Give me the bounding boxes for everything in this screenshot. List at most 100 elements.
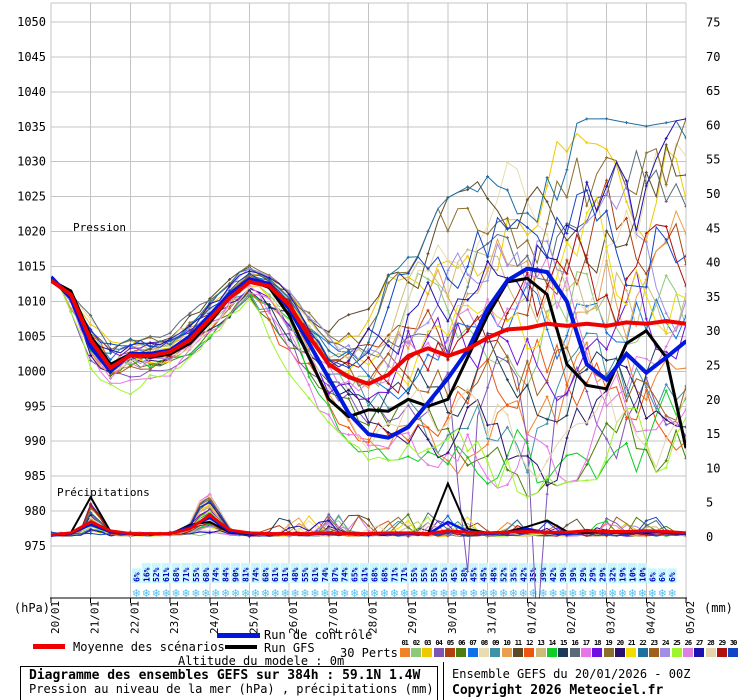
- svg-text:27/01: 27/01: [327, 601, 340, 634]
- member-legend-item: 05: [444, 639, 455, 657]
- snow-probability-band: 6%❄16%❄52%❄61%❄68%❄71%❄55%❄68%❄74%❄84%❄9…: [132, 563, 677, 600]
- svg-text:❄: ❄: [320, 587, 329, 600]
- member-legend-item: 22: [637, 639, 648, 657]
- svg-text:32%: 32%: [609, 567, 618, 582]
- member-color-swatch: [478, 648, 489, 657]
- member-legend-item: 09: [490, 639, 501, 657]
- svg-text:10%: 10%: [628, 567, 637, 582]
- svg-text:26/01: 26/01: [287, 601, 300, 634]
- svg-text:02/02: 02/02: [565, 601, 578, 634]
- svg-text:28/01: 28/01: [367, 601, 380, 634]
- member-legend-item: 20: [614, 639, 625, 657]
- member-number: 02: [412, 639, 421, 647]
- diagram-subtitle: Pression au niveau de la mer (hPa) , pré…: [29, 682, 434, 696]
- member-number: 13: [537, 639, 545, 647]
- svg-text:❄: ❄: [171, 587, 180, 600]
- member-color-swatch: [592, 648, 603, 657]
- svg-text:19%: 19%: [619, 567, 628, 582]
- legend-mean-label: Moyenne des scénarios: [73, 640, 225, 654]
- svg-text:90%: 90%: [232, 567, 241, 582]
- svg-text:1015: 1015: [17, 260, 46, 274]
- svg-text:❄: ❄: [340, 587, 349, 600]
- member-color-swatch: [660, 648, 671, 657]
- svg-text:❄: ❄: [598, 587, 607, 600]
- svg-text:1010: 1010: [17, 294, 46, 308]
- member-legend-item: 04: [433, 639, 444, 657]
- svg-text:71%: 71%: [390, 567, 399, 582]
- member-color-swatch: [444, 648, 455, 657]
- svg-text:31/01: 31/01: [486, 601, 499, 634]
- axes: [50, 597, 687, 603]
- member-color-swatch: [716, 648, 727, 657]
- svg-text:87%: 87%: [331, 567, 340, 582]
- svg-text:(hPa): (hPa): [14, 601, 50, 615]
- member-legend-item: 18: [592, 639, 603, 657]
- perturbations-count-label: 30 Perts.: [340, 646, 406, 660]
- svg-text:6%: 6%: [648, 572, 657, 582]
- member-color-swatch: [682, 648, 693, 657]
- svg-text:6%: 6%: [658, 572, 667, 582]
- svg-text:61%: 61%: [311, 567, 320, 582]
- svg-text:❄: ❄: [568, 587, 577, 600]
- run-info: Ensemble GEFS du 20/01/2026 - 00Z: [452, 667, 691, 681]
- member-color-legend: 01 02 03 04 05 06 07 08 09 10 11 12 13 14 15 16 17 18 19 20…: [399, 639, 739, 657]
- member-color-swatch: [490, 648, 501, 657]
- member-color-swatch: [456, 648, 467, 657]
- svg-text:980: 980: [24, 504, 46, 518]
- svg-text:30: 30: [706, 324, 720, 338]
- svg-text:❄: ❄: [588, 587, 597, 600]
- svg-text:❄: ❄: [618, 587, 627, 600]
- svg-text:68%: 68%: [370, 567, 379, 582]
- member-legend-item: 02: [410, 639, 421, 657]
- svg-text:03/02: 03/02: [605, 601, 618, 634]
- svg-text:❄: ❄: [469, 587, 478, 600]
- member-number: 19: [605, 639, 613, 647]
- svg-text:29%: 29%: [579, 567, 588, 582]
- svg-text:48%: 48%: [291, 567, 300, 582]
- svg-text:45%: 45%: [470, 567, 479, 582]
- svg-text:50: 50: [706, 187, 720, 201]
- member-number: 26: [684, 639, 693, 647]
- footer-divider: [443, 662, 444, 700]
- svg-text:❄: ❄: [459, 587, 468, 600]
- svg-text:15: 15: [706, 427, 720, 441]
- member-number: 24: [661, 639, 670, 647]
- svg-text:❄: ❄: [668, 587, 677, 600]
- member-legend-item: 16: [569, 639, 580, 657]
- svg-text:6%: 6%: [132, 572, 141, 582]
- svg-text:40: 40: [706, 256, 720, 270]
- svg-text:Pression: Pression: [73, 221, 126, 234]
- svg-text:❄: ❄: [608, 587, 617, 600]
- svg-text:❄: ❄: [449, 587, 458, 600]
- svg-text:04/02: 04/02: [644, 601, 657, 634]
- member-number: 22: [639, 639, 647, 647]
- mean-line-swatch: [33, 644, 65, 649]
- member-number: 20: [616, 639, 625, 647]
- member-legend-item: 25: [671, 639, 682, 657]
- svg-text:74%: 74%: [212, 567, 221, 582]
- svg-text:❄: ❄: [400, 587, 409, 600]
- member-number: 23: [650, 639, 659, 647]
- svg-text:985: 985: [24, 469, 46, 483]
- member-legend-item: 11: [512, 639, 523, 657]
- svg-text:55%: 55%: [192, 567, 201, 582]
- svg-text:1025: 1025: [17, 190, 46, 204]
- svg-text:48%: 48%: [490, 567, 499, 582]
- member-number: 04: [435, 639, 443, 647]
- svg-text:61%: 61%: [162, 567, 171, 582]
- member-color-swatch: [546, 648, 557, 657]
- svg-text:5: 5: [706, 496, 713, 510]
- svg-text:58%: 58%: [460, 567, 469, 582]
- diagram-title: Diagramme des ensembles GEFS sur 384h : …: [29, 668, 421, 683]
- svg-text:(mm): (mm): [704, 601, 733, 615]
- svg-text:6%: 6%: [668, 572, 677, 582]
- svg-text:65%: 65%: [351, 567, 360, 582]
- svg-text:52%: 52%: [499, 567, 508, 582]
- svg-text:60: 60: [706, 118, 720, 132]
- svg-text:0: 0: [706, 530, 713, 544]
- svg-text:❄: ❄: [360, 587, 369, 600]
- svg-text:29/01: 29/01: [406, 601, 419, 634]
- member-color-swatch: [626, 648, 637, 657]
- svg-text:1020: 1020: [17, 225, 46, 239]
- svg-text:❄: ❄: [350, 587, 359, 600]
